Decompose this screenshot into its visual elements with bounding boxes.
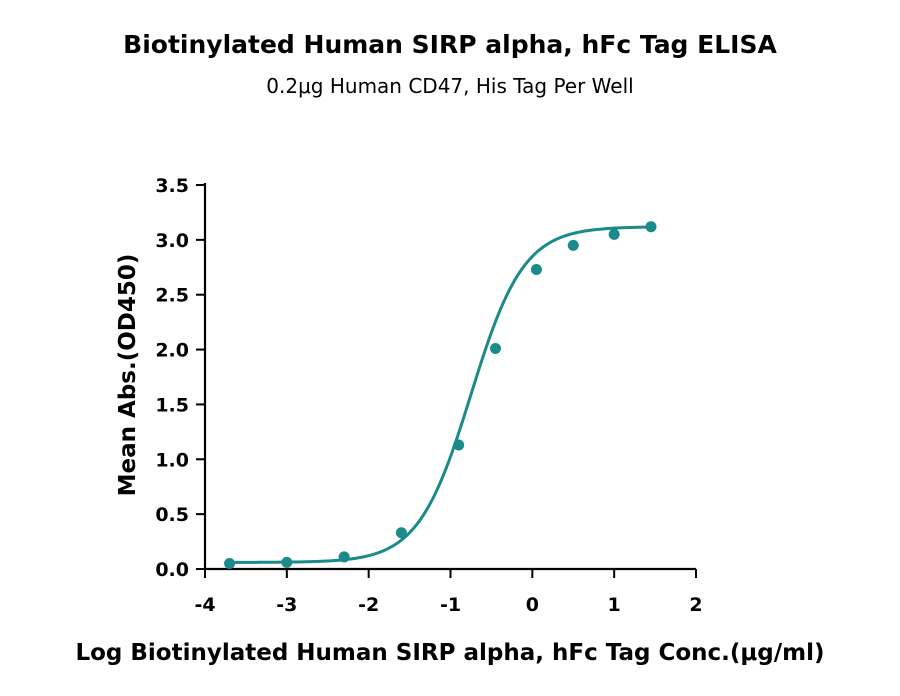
data-point-2 — [338, 551, 350, 563]
data-point-4 — [453, 439, 465, 451]
x-tick-label-6: 2 — [689, 594, 702, 616]
data-point-6 — [530, 263, 542, 275]
data-point-1 — [281, 556, 293, 568]
chart-axes: 0.0 0.5 1.0 1.5 2.0 2.5 3.0 3.5 -4 -3 -2 -1 0 1 2 — [155, 175, 702, 616]
data-points-layer — [224, 221, 657, 570]
chart-title: Biotinylated Human SIRP alpha, hFc Tag E… — [123, 30, 777, 59]
y-tick-label-4: 2.0 — [155, 340, 189, 362]
data-point-8 — [608, 228, 620, 240]
data-point-5 — [490, 342, 502, 354]
y-tick-label-0: 0.0 — [155, 559, 189, 581]
y-tick-label-6: 3.0 — [155, 230, 189, 252]
y-tick-label-5: 2.5 — [155, 285, 189, 307]
y-axis-label: Mean Abs.(OD450) — [115, 254, 141, 497]
fit-curve-layer — [229, 225, 652, 564]
y-tick-label-3: 1.5 — [155, 394, 189, 416]
data-point-7 — [567, 239, 579, 251]
data-point-0 — [224, 558, 236, 570]
x-tick-label-0: -4 — [194, 594, 215, 616]
x-tick-label-3: -1 — [440, 594, 461, 616]
data-point-9 — [645, 221, 657, 233]
y-tick-label-7: 3.5 — [155, 175, 189, 197]
fit-curve — [229, 225, 652, 564]
x-tick-label-4: 0 — [526, 594, 539, 616]
chart-subtitle: 0.2μg Human CD47, His Tag Per Well — [266, 74, 634, 98]
x-tick-label-5: 1 — [608, 594, 621, 616]
x-tick-label-2: -2 — [358, 594, 379, 616]
data-point-3 — [395, 527, 407, 539]
y-tick-label-1: 0.5 — [155, 504, 189, 526]
x-axis-label: Log Biotinylated Human SIRP alpha, hFc T… — [75, 640, 824, 666]
x-tick-label-1: -3 — [276, 594, 297, 616]
y-tick-label-2: 1.0 — [155, 449, 189, 471]
